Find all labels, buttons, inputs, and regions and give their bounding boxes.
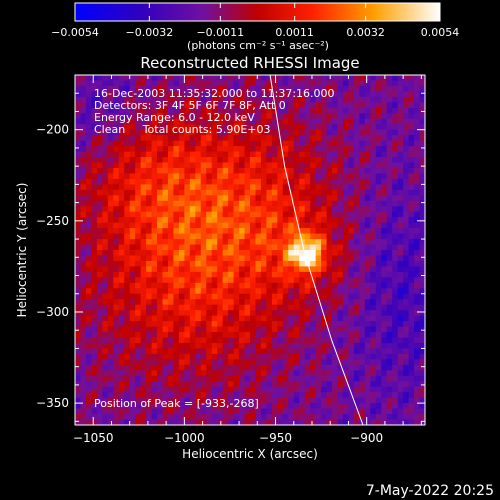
y-tick-label: −200 <box>36 123 69 137</box>
heatmap-image <box>75 75 425 425</box>
x-tick-label: −1050 <box>73 431 114 445</box>
colorbar-tick-label: 0.0032 <box>346 26 385 39</box>
annotation-time-range: 16-Dec-2003 11:35:32.000 to 11:37:16.000 <box>94 87 335 100</box>
colorbar <box>74 2 441 22</box>
y-axis-label: Heliocentric Y (arcsec) <box>15 183 29 318</box>
colorbar-tick-label: −0.0054 <box>51 26 99 39</box>
x-tick-label: −950 <box>259 431 292 445</box>
colorbar-unit-label: (photons cm⁻² s⁻¹ asec⁻²) <box>187 39 329 52</box>
y-tick-labels: −200 −250 −300 −350 <box>36 123 69 410</box>
y-tick-label: −350 <box>36 396 69 410</box>
annotation-detectors: Detectors: 3F 4F 5F 6F 7F 8F, Att 0 <box>94 99 286 112</box>
peak-position-label: Position of Peak = [-933,-268] <box>94 397 259 410</box>
plot-frame <box>74 74 426 426</box>
solar-limb-line <box>269 75 364 425</box>
x-tick-label: −900 <box>350 431 383 445</box>
y-tick-label: −300 <box>36 305 69 319</box>
x-tick-labels: −1050 −1000 −950 −900 <box>73 431 383 445</box>
axis-ticks <box>75 74 425 425</box>
y-tick-label: −250 <box>36 214 69 228</box>
x-axis-label: Heliocentric X (arcsec) <box>182 447 318 461</box>
chart-title: Reconstructed RHESSI Image <box>140 54 359 72</box>
annotation-energy-range: Energy Range: 6.0 - 12.0 keV <box>94 111 255 124</box>
annotation-clean-counts: Clean Total counts: 5.90E+03 <box>94 123 271 136</box>
footer-timestamp: 7-May-2022 20:25 <box>366 483 494 499</box>
x-tick-label: −1000 <box>164 431 205 445</box>
colorbar-tick-label: 0.0054 <box>421 26 460 39</box>
colorbar-tick-label: −0.0032 <box>125 26 173 39</box>
colorbar-ticks: −0.0054 −0.0032 −0.0011 0.0011 0.0032 0.0054 <box>51 3 459 39</box>
colorbar-tick-label: −0.0011 <box>196 26 244 39</box>
colorbar-tick-label: 0.0011 <box>275 26 314 39</box>
